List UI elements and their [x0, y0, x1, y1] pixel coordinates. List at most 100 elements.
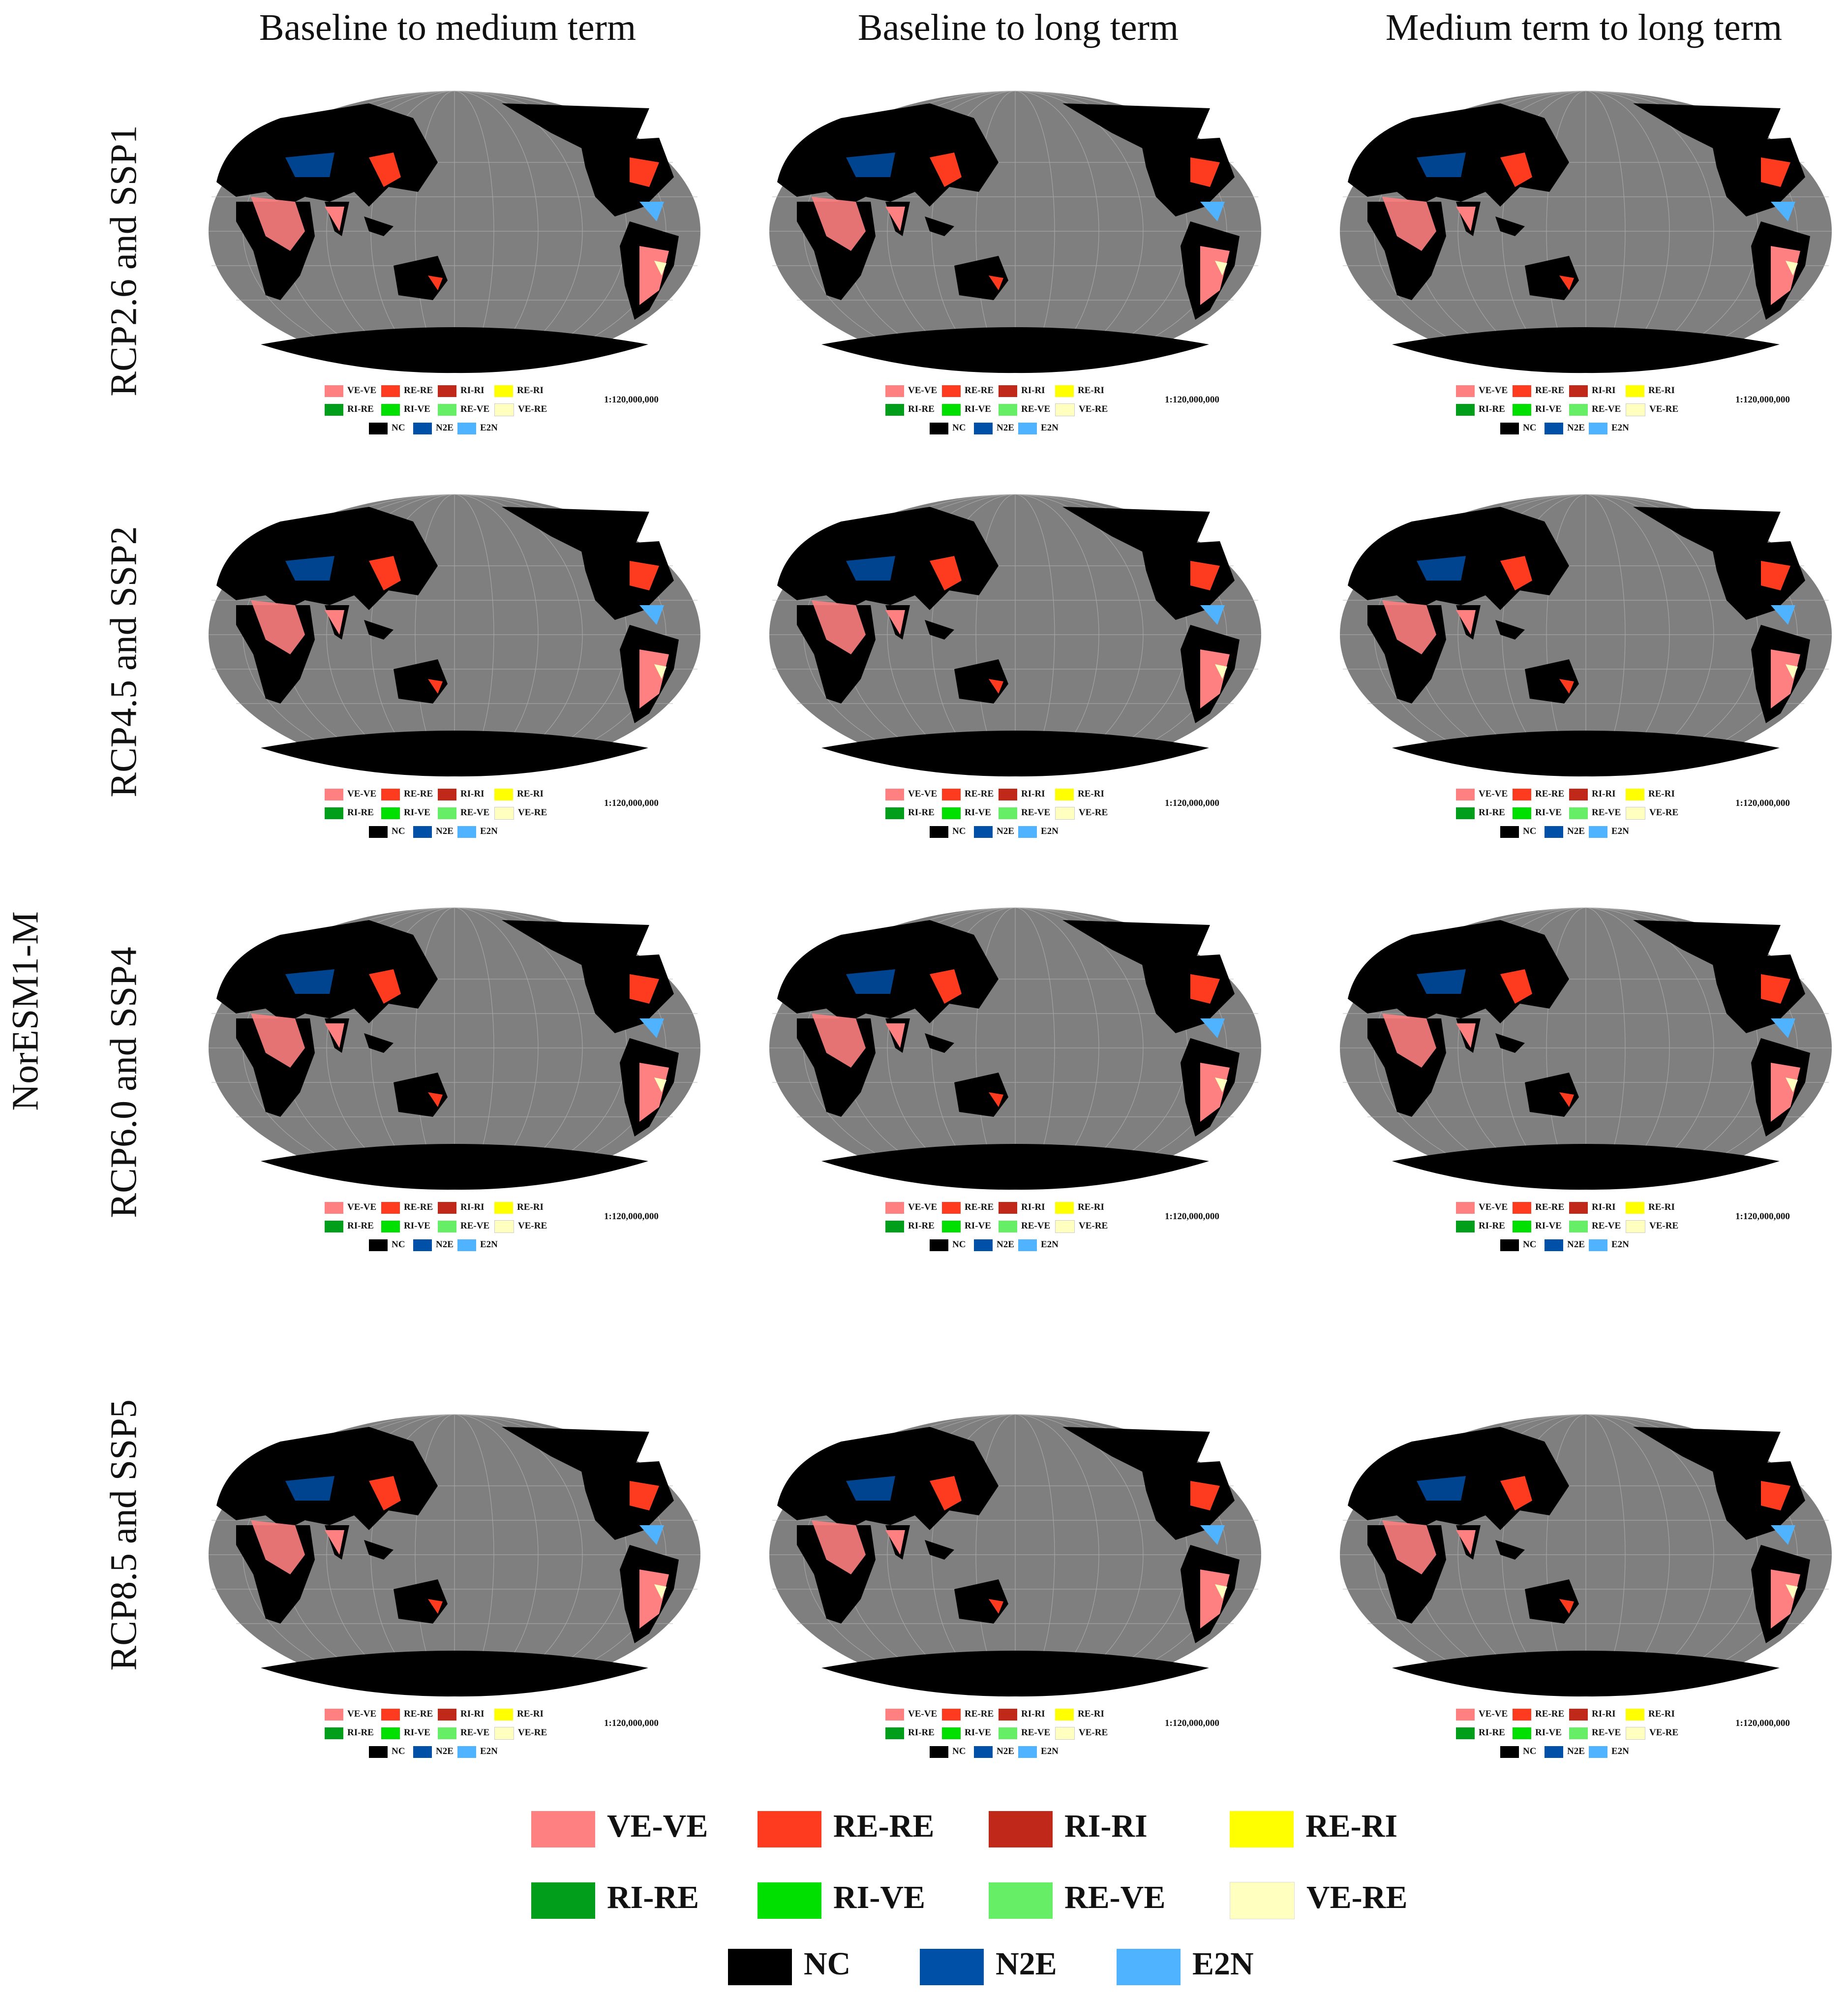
legend-label: RI-RI: [1021, 789, 1045, 799]
row-label-4: RCP8.5 and SSP5: [103, 1399, 145, 1671]
legend-item-ve-re: VE-RE: [494, 402, 547, 416]
swatch: [999, 403, 1017, 416]
legend-label: RE-RI: [517, 1202, 544, 1212]
legend-label: RI-VE: [965, 1221, 991, 1231]
legend-item-re-ri: RE-RI: [1055, 787, 1104, 801]
scale-label: 1:120,000,000: [1165, 395, 1219, 405]
legend-item-ri-re: RI-RE: [1456, 402, 1505, 416]
world-map: [1340, 1414, 1832, 1697]
legend-label: RI-RI: [1021, 385, 1045, 396]
legend-label: RE-RI: [1305, 1808, 1398, 1844]
swatch: [325, 788, 343, 800]
swatch: [413, 1746, 432, 1758]
scale-label: 1:120,000,000: [1165, 798, 1219, 808]
legend-label: RE-RI: [1078, 385, 1104, 396]
scale-label: 1:120,000,000: [604, 1211, 659, 1222]
legend-label: NC: [392, 1239, 405, 1250]
legend-item-ve-ve: VE-VE: [325, 1707, 376, 1721]
legend-item-ri-ve: RI-VE: [942, 402, 991, 416]
swatch: [1626, 1201, 1644, 1214]
legend-label: RE-RI: [1078, 1202, 1104, 1212]
legend-item-ri-re: RI-RE: [1456, 1219, 1505, 1233]
world-map: [209, 907, 700, 1190]
legend-label: N2E: [436, 1239, 454, 1250]
panel-legend: VE-VE RE-RE RI-RI RE-RI RI-RE RI-VE RE-V…: [885, 1200, 1141, 1264]
swatch: [1545, 422, 1563, 434]
legend-item-nc: NC: [369, 825, 405, 838]
legend-label: NC: [804, 1946, 851, 1982]
legend-item-e2n: E2N: [1018, 1745, 1059, 1758]
world-map: [769, 494, 1261, 777]
legend-label: NC: [392, 826, 405, 836]
legend-item-ri-ve: RI-VE: [1513, 402, 1562, 416]
swatch: [494, 1201, 513, 1214]
swatch: [413, 1239, 432, 1251]
panel-legend: VE-VE RE-RE RI-RI RE-RI RI-RE RI-VE RE-V…: [1456, 787, 1712, 851]
swatch: [494, 1726, 514, 1740]
swatch: [1230, 1811, 1294, 1847]
swatch: [1500, 422, 1519, 434]
legend-label: RI-RE: [908, 1221, 935, 1231]
legend-label: VE-VE: [1479, 789, 1508, 799]
legend-label: NC: [952, 826, 966, 836]
legend-item-n2e: N2E: [974, 1238, 1014, 1252]
legend-label: VE-RE: [1649, 807, 1679, 818]
legend-item-ri-re: RI-RE: [325, 806, 374, 820]
swatch: [999, 1708, 1017, 1721]
legend-label: RI-RE: [607, 1879, 699, 1915]
legend-label: RE-RI: [1648, 1202, 1675, 1212]
swatch: [438, 1220, 456, 1232]
legend-item-ri-ve: RI-VE: [381, 402, 430, 416]
map-panel-r2-c3: VE-VE RE-RE RI-RI RE-RI RI-RE RI-VE RE-V…: [1338, 492, 1834, 866]
swatch: [1569, 1201, 1588, 1214]
legend-item-e2n: E2N: [457, 1745, 498, 1758]
legend-item-re-ve: RE-VE: [1569, 1726, 1621, 1740]
swatch: [369, 826, 388, 838]
world-map: [769, 907, 1261, 1190]
map-panel-r1-c2: VE-VE RE-RE RI-RI RE-RI RI-RE RI-VE RE-V…: [767, 89, 1263, 462]
legend-label: RE-RE: [404, 789, 433, 799]
legend-label: RI-RE: [347, 807, 374, 818]
legend-item-ve-re: VE-RE: [1055, 1219, 1108, 1233]
legend-label: NC: [1523, 423, 1537, 433]
legend-label: RE-RI: [517, 385, 544, 396]
swatch: [1513, 403, 1531, 416]
change-patches: [251, 153, 669, 305]
swatch: [438, 1708, 456, 1721]
legend-item-n2e: N2E: [413, 1745, 454, 1758]
swatch: [757, 1811, 821, 1847]
legend-label: RE-VE: [460, 807, 490, 818]
change-patches: [251, 1476, 669, 1629]
swatch: [1456, 1708, 1475, 1721]
swatch: [1569, 403, 1588, 416]
legend-label: E2N: [1611, 1239, 1629, 1250]
legend-label: RE-RE: [404, 385, 433, 396]
swatch: [942, 1708, 961, 1721]
swatch: [369, 422, 388, 434]
legend-label: RI-RI: [1064, 1808, 1148, 1844]
legend-item-re-ri: RE-RI: [494, 1707, 544, 1721]
legend-item-re-ri: RE-RI: [494, 1200, 544, 1214]
legend-label: NC: [1523, 1239, 1537, 1250]
swatch: [438, 385, 456, 397]
legend-item-ri-ve: RI-VE: [381, 1219, 430, 1233]
swatch: [1569, 788, 1588, 800]
swatch: [1589, 1746, 1607, 1758]
swatch: [494, 788, 513, 800]
panel-legend: VE-VE RE-RE RI-RI RE-RI RI-RE RI-VE RE-V…: [325, 1707, 580, 1771]
change-patches: [1382, 969, 1800, 1122]
legend-label: NC: [392, 1746, 405, 1756]
legend-label: RI-RE: [347, 1221, 374, 1231]
swatch: [974, 422, 993, 434]
model-label: NorESM1-M: [4, 911, 46, 1111]
swatch: [1589, 1239, 1607, 1251]
swatch: [381, 788, 400, 800]
legend-label: VE-RE: [1079, 807, 1108, 818]
swatch: [999, 1727, 1017, 1739]
legend-item-ri-ve: RI-VE: [942, 1726, 991, 1740]
scale-label: 1:120,000,000: [1165, 1718, 1219, 1728]
legend-label: RE-RE: [1535, 385, 1565, 396]
swatch: [999, 1201, 1017, 1214]
scale-label: 1:120,000,000: [604, 395, 659, 405]
legend-item-ri-re: RI-RE: [885, 1219, 935, 1233]
